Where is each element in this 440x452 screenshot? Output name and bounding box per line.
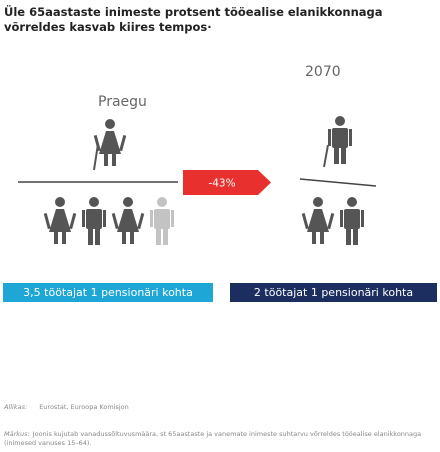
left-label: Praegu [98, 94, 147, 110]
note-label: Märkus: [4, 430, 30, 438]
note-text: Joonis kujutab vanadussõltuvusmäära, st … [4, 430, 422, 447]
change: -43% [208, 178, 235, 190]
source-label: Allikas: [4, 403, 28, 411]
source: Allikas: Eurostat, Euroopa Komisjon [4, 403, 438, 412]
icons [43, 116, 364, 245]
right-caption: 2 töötajat 1 pensionäri kohta [230, 283, 437, 302]
note: Märkus: Joonis kujutab vanadussõltuvusmää… [4, 430, 438, 448]
balance-line [299, 178, 377, 187]
left-caption: 3,5 töötajat 1 pensionäri kohta [3, 283, 213, 302]
title: Üle 65aastaste inimeste protsent tööeali… [4, 5, 383, 34]
right-label: 2070 [305, 64, 341, 80]
arrow [183, 170, 271, 195]
source-text: Eurostat, Euroopa Komisjon [39, 403, 129, 411]
